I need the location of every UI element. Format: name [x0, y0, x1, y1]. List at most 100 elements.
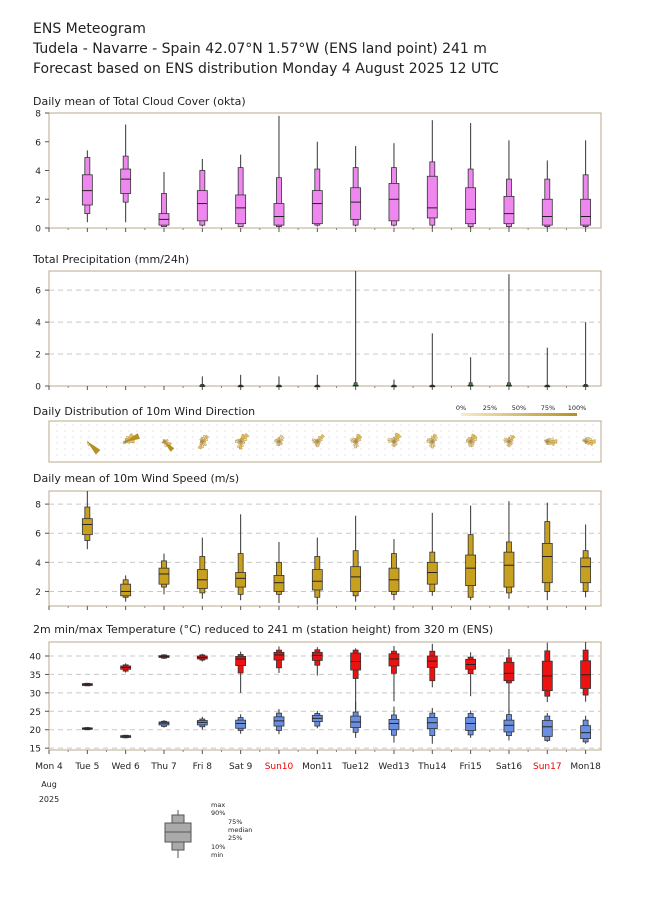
- tmin-box: [81, 727, 93, 731]
- wind-dir-dot: [328, 442, 330, 444]
- wind-dir-dot: [280, 454, 282, 456]
- tmax-box: [350, 648, 362, 710]
- tmax-box: [235, 651, 247, 693]
- wind-dir-dot: [544, 424, 546, 426]
- wind-dir-dot: [392, 454, 394, 456]
- wind-dir-dot: [256, 430, 258, 432]
- wind-dir-dot: [104, 430, 106, 432]
- wind-dir-dot: [208, 454, 210, 456]
- wind-dir-dot: [88, 448, 90, 450]
- wind-dir-dot: [128, 430, 130, 432]
- wind-dir-dot: [120, 424, 122, 426]
- wind-dir-dot: [152, 454, 154, 456]
- wind-dir-dot: [224, 448, 226, 450]
- wind-dir-dot: [488, 442, 490, 444]
- wind-dir-dot: [496, 448, 498, 450]
- wind-dir-dot: [72, 448, 74, 450]
- wind-dir-dot: [512, 430, 514, 432]
- wind-dir-dot: [312, 430, 314, 432]
- wind-dir-dot: [440, 442, 442, 444]
- tmin-box: [503, 708, 515, 741]
- wind-dir-dot: [576, 436, 578, 438]
- x-day-label: Fri 8: [193, 762, 213, 772]
- wind-dir-dot: [408, 430, 410, 432]
- wind-box-p25-p75: [120, 583, 132, 597]
- tmin-box-p25-p75: [503, 719, 515, 733]
- wind-box-p25-p75: [81, 518, 93, 536]
- wind-dir-dot: [120, 430, 122, 432]
- wind-dir-dot: [536, 424, 538, 426]
- wind-dir-dot: [144, 436, 146, 438]
- wind-box-p25-p75: [503, 551, 515, 588]
- tmin-box-p25-p75: [580, 725, 592, 739]
- precip-ytick-label: 6: [35, 287, 41, 297]
- cloud-box-p25-p75: [503, 195, 515, 225]
- wind-dir-dot: [400, 430, 402, 432]
- wind-dir-dot: [488, 436, 490, 438]
- wind-dir-dot: [584, 454, 586, 456]
- wind-dir-dot: [472, 448, 474, 450]
- tmin-box: [311, 710, 323, 729]
- wind-dir-dot: [144, 424, 146, 426]
- wind-dir-dot: [472, 424, 474, 426]
- wind-dir-dot: [176, 442, 178, 444]
- wind-dir-dot: [112, 442, 114, 444]
- wind-dir-dot: [528, 436, 530, 438]
- tmax-box-p25-p75: [235, 655, 247, 666]
- wind-dir-dot: [248, 430, 250, 432]
- forecast-line: Forecast based on ENS distribution Monda…: [33, 61, 499, 77]
- wind-dir-dot: [384, 448, 386, 450]
- wind-dir-dot: [416, 430, 418, 432]
- wind-dir-dot: [144, 430, 146, 432]
- wind-dir-dot: [584, 430, 586, 432]
- wind-rose: [87, 441, 101, 455]
- wind-dir-dot: [456, 430, 458, 432]
- wind-dir-dot: [576, 454, 578, 456]
- wind-dir-dot: [256, 454, 258, 456]
- wind-dir-dot: [440, 430, 442, 432]
- cloud-box: [311, 141, 323, 227]
- wind-rose-sector: [125, 441, 128, 444]
- wind-dir-dot: [584, 436, 586, 438]
- wind-dir-dot: [600, 436, 602, 438]
- wind-dir-dot: [368, 436, 370, 438]
- wind-dir-dot: [488, 448, 490, 450]
- wind-dir-dot: [368, 454, 370, 456]
- wind-dir-dot: [536, 454, 538, 456]
- wind-dir-dot: [448, 436, 450, 438]
- wind-dir-dot: [368, 424, 370, 426]
- wind-dir-dot: [424, 436, 426, 438]
- wind-box-p25-p75: [311, 569, 323, 591]
- wind-dir-dot: [344, 430, 346, 432]
- wind-dir-dot: [416, 424, 418, 426]
- legend-max-label: max: [211, 801, 225, 809]
- wind-dir-dot: [312, 424, 314, 426]
- precip-box: [314, 374, 321, 388]
- wind-dir-dot: [448, 454, 450, 456]
- temp-ytick-label: 30: [30, 689, 42, 699]
- wind-dir-dot: [280, 448, 282, 450]
- tmax-box: [426, 643, 438, 688]
- wind-box-p25-p75: [465, 554, 477, 587]
- wind-dir-dot: [360, 442, 362, 444]
- wind-dir-dot: [104, 442, 106, 444]
- wind-dir-dot: [136, 442, 138, 444]
- wind-dir-dot: [96, 442, 98, 444]
- wind-dir-dot: [304, 430, 306, 432]
- wind-dir-dot: [512, 424, 514, 426]
- wind-dir-dot: [112, 436, 114, 438]
- cloud-box-p25-p75: [235, 194, 247, 225]
- x-day-label: Thu 7: [150, 762, 177, 772]
- wind-dir-dot: [352, 424, 354, 426]
- wind-dir-dot: [224, 424, 226, 426]
- wind-dir-dot: [384, 442, 386, 444]
- wind-dir-dot: [184, 454, 186, 456]
- wind-rose-sector: [87, 441, 91, 447]
- wind-dir-dot: [192, 448, 194, 450]
- wind-dir-dot: [424, 448, 426, 450]
- cloud-panel-title: Daily mean of Total Cloud Cover (okta): [33, 95, 246, 108]
- wind-dir-dot: [208, 448, 210, 450]
- tmax-box: [81, 682, 93, 687]
- wind-dir-dot: [120, 454, 122, 456]
